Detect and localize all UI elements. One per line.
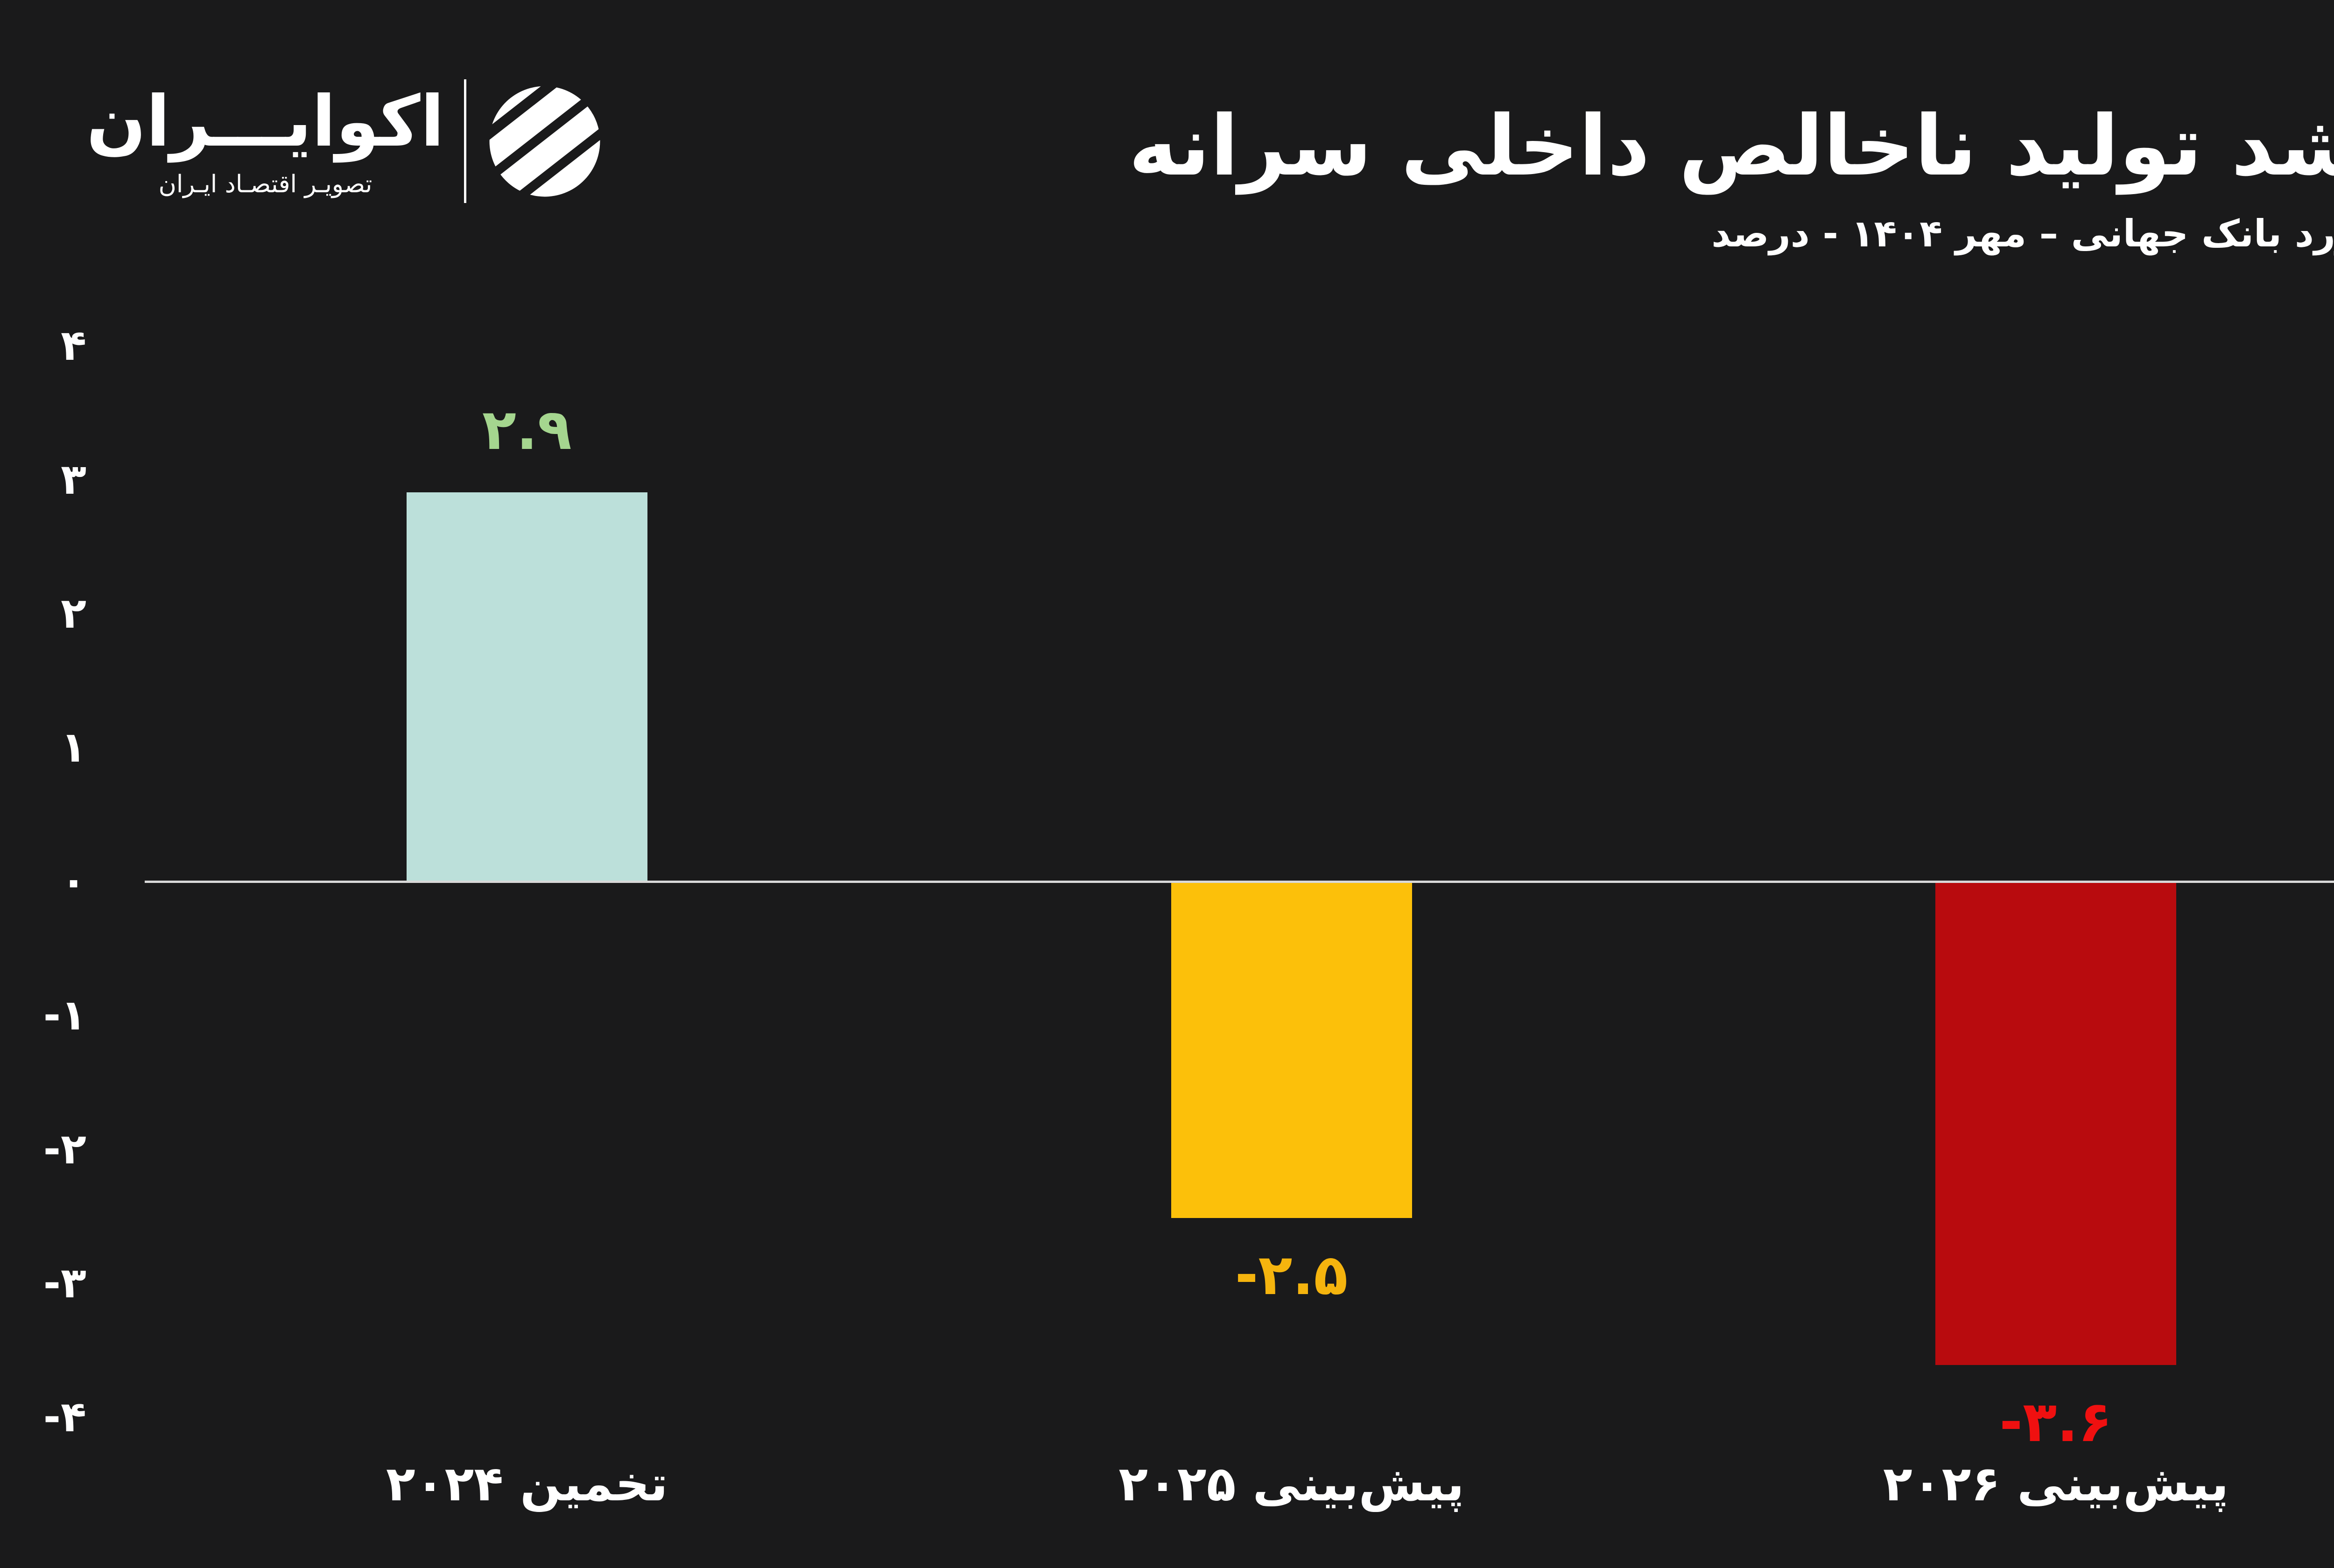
- x-axis-category-label: تخمین ۲۰۲۴: [386, 1456, 668, 1512]
- bar-value-label: ۲.۹: [482, 397, 572, 462]
- y-axis-tick-label: -۱: [43, 991, 86, 1040]
- y-axis-tick-label: ۰: [61, 857, 86, 906]
- bar: [406, 492, 647, 881]
- ecoiran-logo: اکوایـــران تصویـر اقتصـاد ایـران: [86, 79, 604, 203]
- logo-divider: [464, 79, 466, 203]
- zero-axis-line: [145, 881, 2334, 883]
- chart-subtitle: برآورد بانک جهانی – مهر ۱۴۰۴ - درصد: [1711, 212, 2334, 255]
- bar: [1171, 883, 1412, 1218]
- bar: [1935, 883, 2177, 1365]
- x-axis-category-label: پیش‌بینی ۲۰۲۶: [1883, 1456, 2229, 1512]
- y-axis-tick-label: ۴: [61, 321, 86, 370]
- y-axis-tick-label: -۴: [43, 1393, 86, 1442]
- y-axis-tick-label: ۲: [61, 589, 86, 638]
- logo-wordmark: اکوایـــران: [86, 81, 444, 162]
- logo-text-block: اکوایـــران تصویـر اقتصـاد ایـران: [86, 82, 444, 201]
- x-axis-category-label: پیش‌بینی ۲۰۲۵: [1118, 1456, 1464, 1512]
- chart-title: رشد تولید ناخالص داخلی سرانه: [1128, 98, 2334, 194]
- y-axis-tick-label: ۱: [61, 723, 86, 772]
- y-axis-tick-label: -۳: [43, 1259, 86, 1308]
- y-axis-tick-label: -۲: [43, 1125, 86, 1174]
- chart-header: رشد تولید ناخالص داخلی سرانه برآورد بانک…: [1129, 91, 2334, 258]
- bar-value-label: -۳.۶: [1999, 1390, 2113, 1455]
- y-axis-tick-label: ۳: [61, 455, 86, 504]
- logo-tagline: تصویـر اقتصـاد ایـران: [158, 170, 373, 198]
- bar-value-label: -۲.۵: [1235, 1242, 1348, 1308]
- ecoiran-striped-circle-icon: [486, 82, 604, 200]
